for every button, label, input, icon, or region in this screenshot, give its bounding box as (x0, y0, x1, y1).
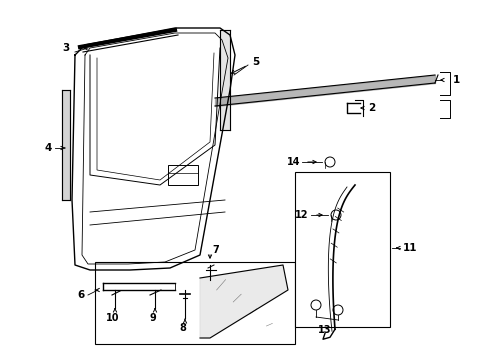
Text: 13: 13 (318, 325, 331, 335)
Text: 11: 11 (402, 243, 417, 253)
Text: 7: 7 (212, 245, 218, 255)
Text: 1: 1 (452, 75, 459, 85)
Text: 6: 6 (78, 290, 85, 300)
Bar (95, 262, 294, 344)
Text: 4: 4 (44, 143, 52, 153)
Text: 3: 3 (62, 43, 70, 53)
Text: 5: 5 (251, 57, 259, 67)
Bar (294, 172, 389, 327)
Text: 14: 14 (286, 157, 299, 167)
Text: 8: 8 (179, 323, 186, 333)
Circle shape (325, 157, 334, 167)
Circle shape (332, 305, 342, 315)
Text: 9: 9 (149, 313, 156, 323)
Text: 2: 2 (367, 103, 374, 113)
Polygon shape (200, 265, 287, 338)
Bar (168, 165, 198, 185)
Circle shape (310, 300, 320, 310)
Text: 10: 10 (106, 313, 120, 323)
Circle shape (330, 210, 340, 220)
Text: 12: 12 (294, 210, 307, 220)
